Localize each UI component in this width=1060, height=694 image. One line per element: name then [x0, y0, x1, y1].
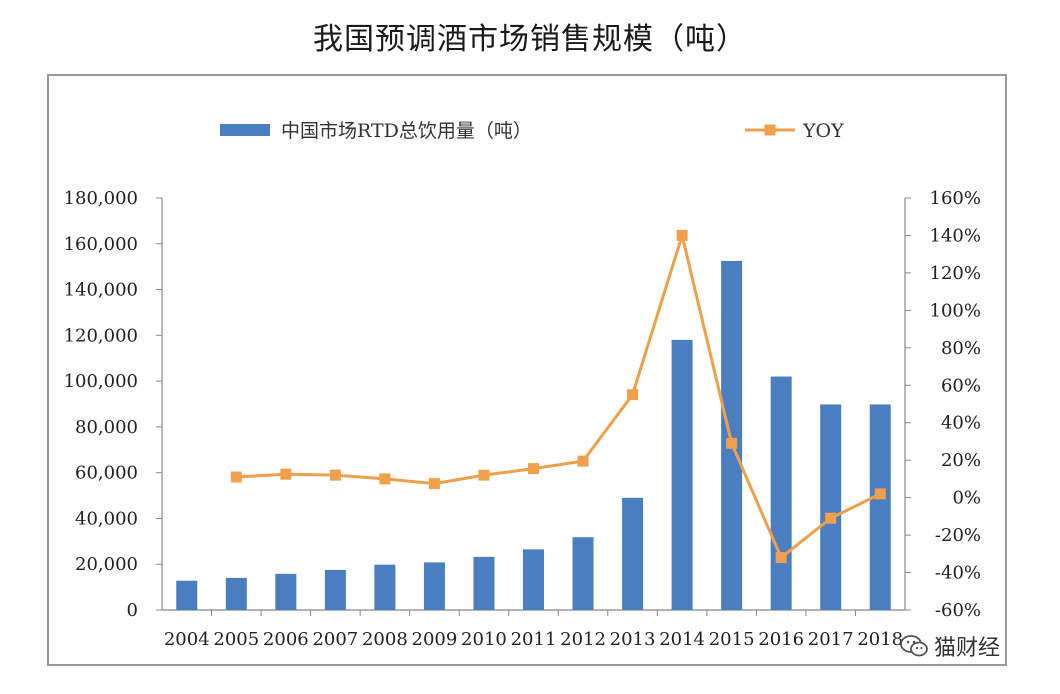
yoy-point: [379, 473, 391, 485]
bar: [225, 577, 247, 610]
bar: [869, 404, 891, 610]
y-right-tick-label: 20%: [941, 450, 981, 471]
watermark-text: 猫财经: [934, 636, 1001, 661]
x-tick-label: 2012: [560, 629, 606, 650]
x-tick-label: 2017: [808, 629, 854, 650]
bar: [275, 573, 297, 610]
y-left-tick-label: 80,000: [75, 417, 138, 438]
wechat-icon: [900, 635, 928, 657]
yoy-point: [825, 512, 837, 524]
yoy-point: [627, 389, 639, 401]
axes: 0 20,000 40,000 60,000 80,000 100,000 120,000 1…: [64, 188, 981, 650]
chart-frame: [47, 74, 1007, 666]
x-tick-label: 2010: [461, 629, 507, 650]
bar: [671, 339, 693, 610]
bar: [622, 497, 644, 610]
x-tick-label: 2005: [213, 629, 259, 650]
y-right-tick-label: 120%: [930, 263, 981, 284]
x-tick-label: 2007: [312, 629, 358, 650]
yoy-point: [577, 455, 589, 467]
yoy-point: [280, 468, 292, 480]
y-left-tick-label: 120,000: [64, 325, 138, 346]
yoy-point: [676, 229, 688, 241]
yoy-series: [230, 229, 886, 564]
watermark: 猫财经: [900, 630, 1000, 662]
yoy-point: [230, 471, 242, 483]
bar: [324, 569, 346, 610]
y-right-tick-label: 60%: [941, 375, 981, 396]
y-right-tick-label: 0%: [952, 488, 981, 509]
bar: [473, 556, 495, 610]
y-left-tick-label: 0: [127, 600, 138, 621]
y-right-tick-label: 100%: [930, 300, 981, 321]
y-right-tick-label: -40%: [935, 563, 981, 584]
y-left-tick-label: 40,000: [75, 508, 138, 529]
yoy-point: [478, 469, 490, 481]
y-left-tick-label: 60,000: [75, 463, 138, 484]
y-left-tick-label: 140,000: [64, 280, 138, 301]
legend: 中国市场RTD总饮用量（吨） YOY: [220, 120, 844, 142]
legend-bar-label: 中国市场RTD总饮用量（吨）: [281, 120, 532, 142]
yoy-point: [329, 469, 341, 481]
y-right-tick-label: 40%: [941, 413, 981, 434]
yoy-point: [775, 552, 787, 564]
x-tick-label: 2011: [511, 629, 557, 650]
bar: [423, 562, 445, 610]
bar: [374, 564, 396, 610]
y-right-tick-label: -20%: [935, 525, 981, 546]
legend-bar-swatch: [220, 124, 270, 136]
x-tick-label: 2008: [362, 629, 408, 650]
bar: [721, 260, 743, 610]
x-tick-label: 2015: [709, 629, 755, 650]
bar: [523, 549, 544, 610]
bar: [770, 376, 792, 610]
bar: [820, 404, 842, 610]
yoy-line: [236, 229, 881, 560]
y-right-tick-label: 140%: [930, 225, 981, 246]
y-right-tick-label: 80%: [941, 338, 981, 359]
x-tick-label: 2016: [758, 629, 804, 650]
x-tick-label: 2014: [659, 629, 705, 650]
bar: [572, 537, 594, 610]
x-tick-label: 2018: [857, 629, 903, 650]
yoy-point: [428, 478, 440, 490]
y-right-tick-label: 160%: [930, 188, 981, 209]
bar: [176, 580, 198, 610]
x-tick-label: 2004: [164, 629, 210, 650]
yoy-point: [528, 463, 539, 475]
y-right-tick-label: -60%: [935, 600, 981, 621]
x-tick-label: 2013: [610, 629, 656, 650]
x-tick-label: 2009: [412, 629, 458, 650]
y-left-tick-label: 160,000: [64, 234, 138, 255]
x-tick-label: 2006: [263, 629, 309, 650]
y-left-tick-label: 180,000: [64, 188, 138, 209]
legend-line-label: YOY: [802, 120, 844, 142]
y-left-tick-label: 100,000: [64, 371, 138, 392]
yoy-point: [726, 437, 738, 449]
yoy-point: [874, 488, 886, 500]
page-title: 我国预调酒市场销售规模（吨）: [313, 22, 747, 57]
y-left-tick-label: 20,000: [75, 554, 138, 575]
legend-line-marker: [764, 124, 776, 136]
